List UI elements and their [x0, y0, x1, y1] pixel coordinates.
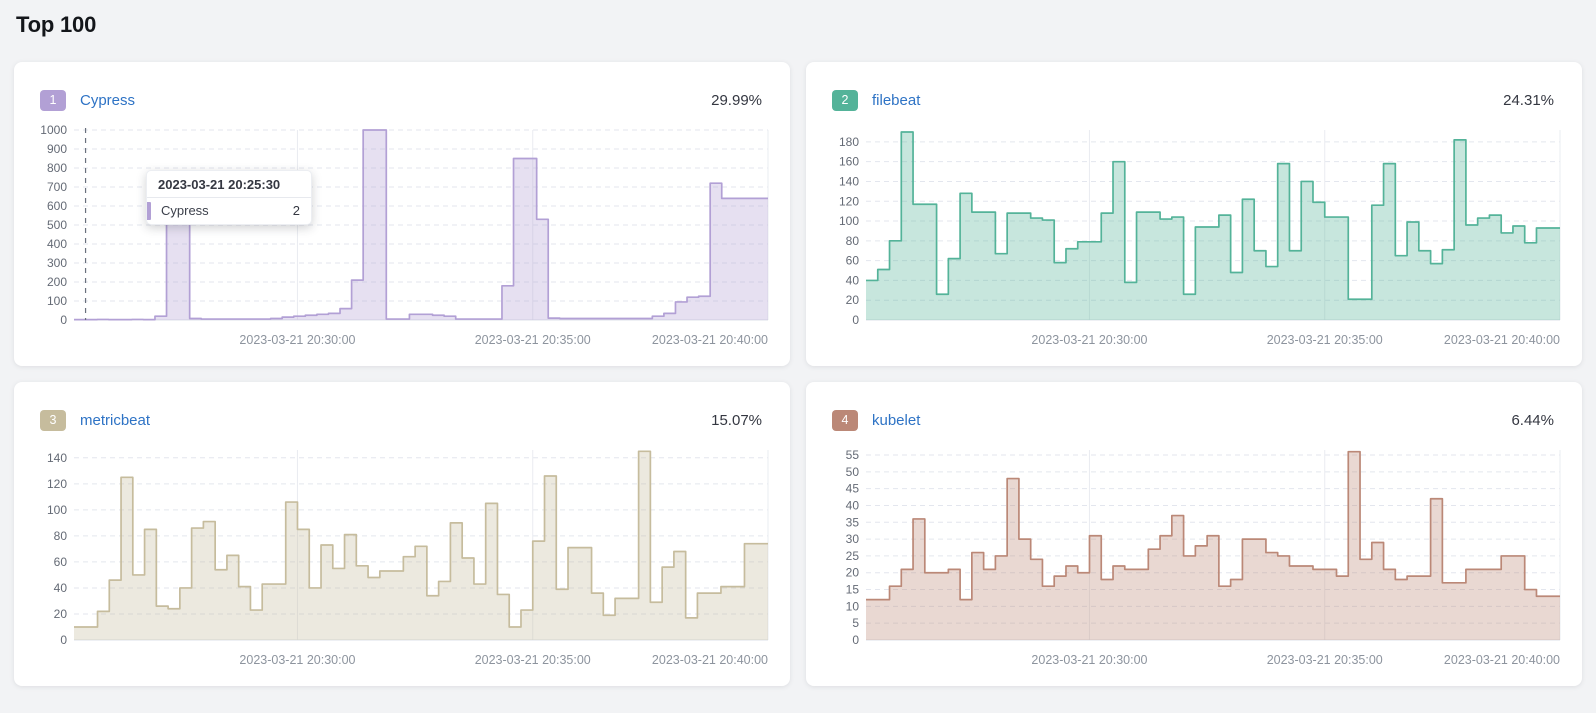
series-link-filebeat[interactable]: filebeat	[872, 91, 921, 109]
svg-text:180: 180	[839, 135, 859, 149]
svg-text:2023-03-21 20:35:00: 2023-03-21 20:35:00	[475, 653, 591, 667]
svg-text:20: 20	[846, 566, 860, 580]
tooltip-series-color-bar	[147, 202, 151, 220]
chart-card-cypress: 1 Cypress 29.99% 0 100 200 300 400 500 600 700 8…	[14, 62, 790, 366]
svg-text:120: 120	[839, 194, 859, 208]
svg-text:0: 0	[60, 633, 67, 647]
svg-text:100: 100	[839, 214, 859, 228]
svg-text:60: 60	[54, 555, 68, 569]
svg-text:15: 15	[846, 583, 860, 597]
series-link-cypress[interactable]: Cypress	[80, 91, 136, 109]
svg-text:45: 45	[846, 482, 860, 496]
percent-value: 15.07%	[711, 411, 762, 429]
tooltip-series-value: 2	[292, 203, 300, 218]
rank-badge: 3	[40, 409, 66, 431]
chart-canvas-cypress[interactable]: 0 100 200 300 400 500 600 700 800 900 1000 2023-03-…	[30, 118, 774, 358]
svg-text:55: 55	[846, 448, 860, 462]
svg-text:800: 800	[47, 161, 67, 175]
chart-tooltip: 2023-03-21 20:25:30 Cypress 2	[146, 170, 312, 225]
chart-card-metricbeat: 3 metricbeat 15.07% 0 20 40 60 80 100 120 140 20…	[14, 382, 790, 686]
svg-text:40: 40	[54, 581, 68, 595]
svg-text:300: 300	[47, 256, 67, 270]
svg-text:2023-03-21 20:40:00: 2023-03-21 20:40:00	[652, 653, 768, 667]
card-header: 4 kubelet 6.44%	[832, 408, 1554, 432]
svg-text:2023-03-21 20:35:00: 2023-03-21 20:35:00	[1267, 333, 1383, 347]
chart-area: 0 20 40 60 80 100 120 140 2023-03-21 20:30:00 202…	[30, 438, 774, 678]
svg-text:900: 900	[47, 142, 67, 156]
page-title: Top 100	[16, 12, 97, 37]
svg-text:2023-03-21 20:30:00: 2023-03-21 20:30:00	[1031, 653, 1147, 667]
svg-text:20: 20	[54, 607, 68, 621]
percent-value: 24.31%	[1503, 91, 1554, 109]
svg-text:5: 5	[852, 616, 859, 630]
chart-canvas-metricbeat[interactable]: 0 20 40 60 80 100 120 140 2023-03-21 20:30:00 202…	[30, 438, 774, 678]
svg-text:2023-03-21 20:30:00: 2023-03-21 20:30:00	[239, 653, 355, 667]
series-link-kubelet[interactable]: kubelet	[872, 411, 921, 429]
chart-area: 0 5 10 15 20 25 30 35 40 45 50 55 2023-03-21 20:30:0…	[822, 438, 1566, 678]
rank-badge: 2	[832, 89, 858, 111]
svg-text:30: 30	[846, 532, 860, 546]
card-header: 3 metricbeat 15.07%	[40, 408, 762, 432]
svg-text:25: 25	[846, 549, 860, 563]
svg-text:160: 160	[839, 155, 859, 169]
tooltip-series-row: Cypress 2	[147, 198, 311, 224]
svg-text:2023-03-21 20:35:00: 2023-03-21 20:35:00	[475, 333, 591, 347]
svg-text:80: 80	[54, 529, 68, 543]
svg-text:500: 500	[47, 218, 67, 232]
chart-area: 0 100 200 300 400 500 600 700 800 900 1000 2023-03-…	[30, 118, 774, 358]
svg-text:600: 600	[47, 199, 67, 213]
svg-text:700: 700	[47, 180, 67, 194]
rank-badge: 4	[832, 409, 858, 431]
svg-text:80: 80	[846, 234, 860, 248]
rank-badge: 1	[40, 89, 66, 111]
svg-text:0: 0	[852, 313, 859, 327]
tooltip-series-label: Cypress	[161, 203, 209, 218]
svg-text:50: 50	[846, 465, 860, 479]
percent-value: 29.99%	[711, 91, 762, 109]
card-header: 2 filebeat 24.31%	[832, 88, 1554, 112]
svg-text:400: 400	[47, 237, 67, 251]
series-link-metricbeat[interactable]: metricbeat	[80, 411, 151, 429]
svg-text:20: 20	[846, 293, 860, 307]
chart-card-filebeat: 2 filebeat 24.31% 0 20 40 60 80 100 120 140 160 1…	[806, 62, 1582, 366]
svg-text:2023-03-21 20:30:00: 2023-03-21 20:30:00	[1031, 333, 1147, 347]
svg-text:60: 60	[846, 254, 860, 268]
svg-text:140: 140	[839, 174, 859, 188]
chart-canvas-kubelet[interactable]: 0 5 10 15 20 25 30 35 40 45 50 55 2023-03-21 20:30:0…	[822, 438, 1566, 678]
svg-text:200: 200	[47, 275, 67, 289]
svg-text:120: 120	[47, 477, 67, 491]
svg-text:40: 40	[846, 273, 860, 287]
svg-text:100: 100	[47, 294, 67, 308]
svg-text:1000: 1000	[40, 123, 67, 137]
percent-value: 6.44%	[1511, 411, 1554, 429]
tooltip-timestamp: 2023-03-21 20:25:30	[147, 171, 311, 198]
card-header: 1 Cypress 29.99%	[40, 88, 762, 112]
chart-card-kubelet: 4 kubelet 6.44% 0 5 10 15 20 25 30 35 40 45 50 55 20…	[806, 382, 1582, 686]
svg-text:140: 140	[47, 451, 67, 465]
chart-area: 0 20 40 60 80 100 120 140 160 180 2023-03-21 20:30…	[822, 118, 1566, 358]
chart-canvas-filebeat[interactable]: 0 20 40 60 80 100 120 140 160 180 2023-03-21 20:30…	[822, 118, 1566, 358]
svg-text:2023-03-21 20:40:00: 2023-03-21 20:40:00	[1444, 333, 1560, 347]
svg-text:2023-03-21 20:40:00: 2023-03-21 20:40:00	[652, 333, 768, 347]
svg-text:100: 100	[47, 503, 67, 517]
svg-text:10: 10	[846, 599, 860, 613]
charts-grid: 1 Cypress 29.99% 0 100 200 300 400 500 600 700 8…	[14, 62, 1582, 686]
svg-text:2023-03-21 20:40:00: 2023-03-21 20:40:00	[1444, 653, 1560, 667]
svg-text:2023-03-21 20:35:00: 2023-03-21 20:35:00	[1267, 653, 1383, 667]
svg-text:0: 0	[852, 633, 859, 647]
svg-text:0: 0	[60, 313, 67, 327]
svg-text:35: 35	[846, 515, 860, 529]
svg-text:2023-03-21 20:30:00: 2023-03-21 20:30:00	[239, 333, 355, 347]
svg-text:40: 40	[846, 498, 860, 512]
